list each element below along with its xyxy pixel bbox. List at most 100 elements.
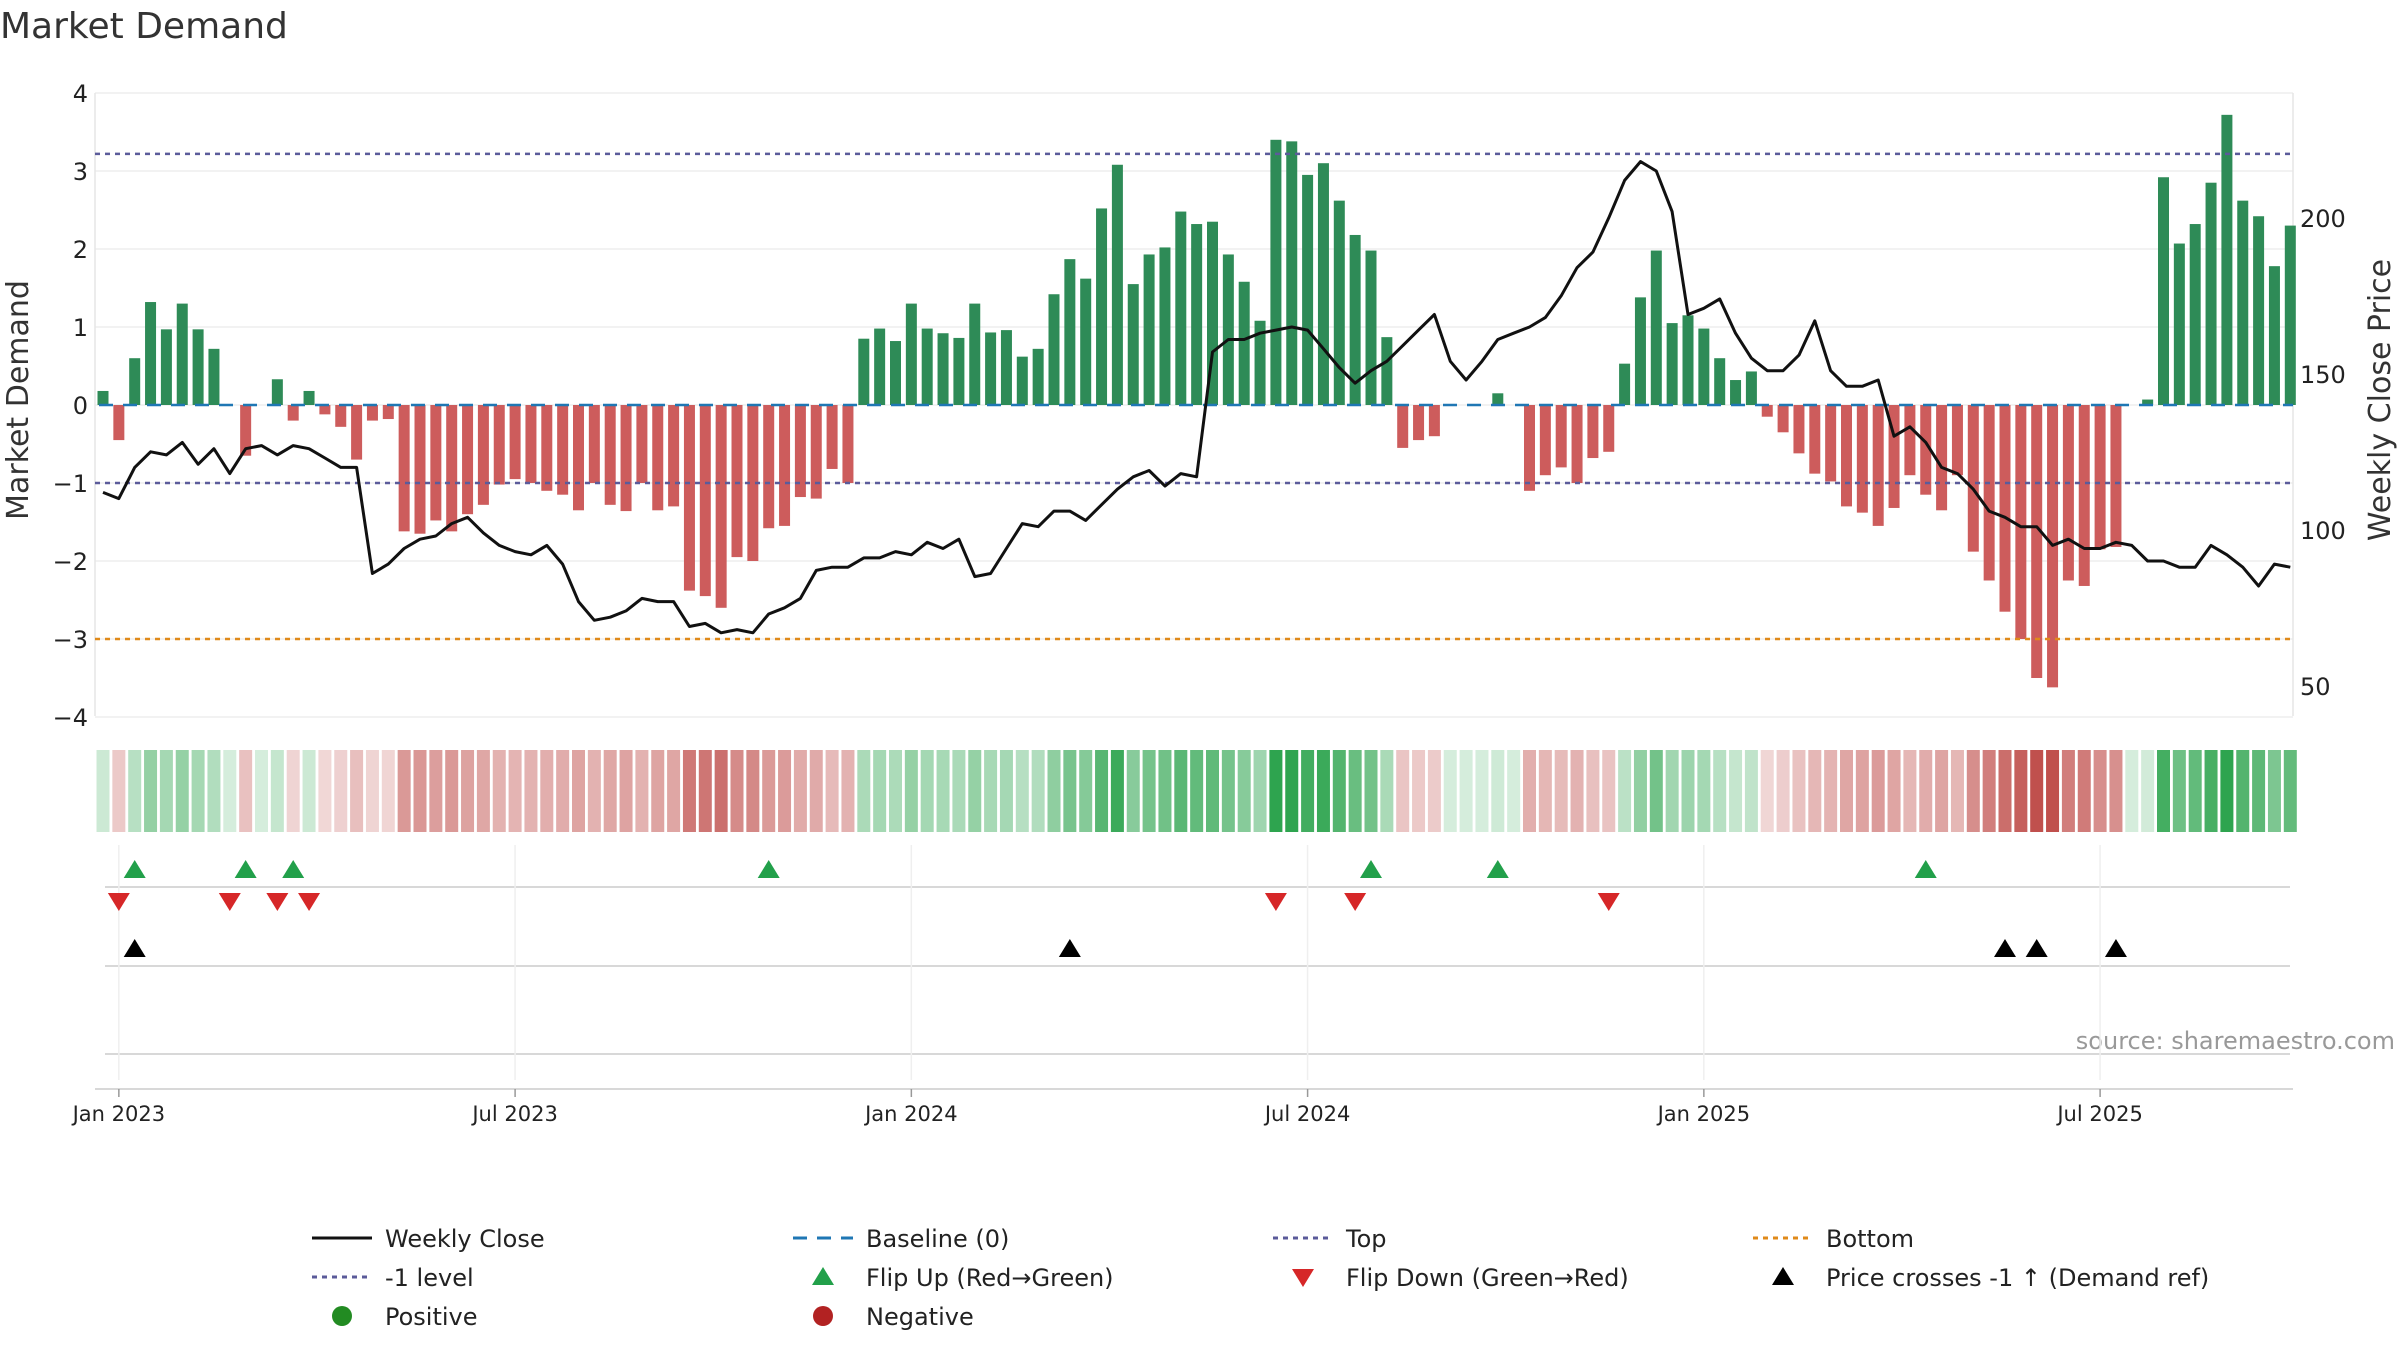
demand-bar: [890, 341, 901, 405]
heat-cell: [1951, 750, 1964, 832]
demand-bar: [953, 338, 964, 405]
heat-cell: [1555, 750, 1568, 832]
price-cross-marker: [1059, 939, 1081, 957]
heat-cell: [2109, 750, 2122, 832]
heat-cell: [1903, 750, 1916, 832]
flip-down-marker: [219, 893, 241, 911]
heat-cell: [1761, 750, 1774, 832]
heat-cell: [810, 750, 823, 832]
heat-cell: [2062, 750, 2075, 832]
demand-bar: [351, 405, 362, 460]
heat-cell: [1095, 750, 1108, 832]
heat-cell: [1317, 750, 1330, 832]
heat-cell: [1143, 750, 1156, 832]
heat-cell: [1682, 750, 1695, 832]
demand-bar: [858, 339, 869, 405]
heat-cell: [2030, 750, 2043, 832]
demand-bar: [2269, 266, 2280, 405]
demand-bar: [1587, 405, 1598, 458]
flip-up-marker: [235, 860, 257, 878]
heat-cell: [1840, 750, 1853, 832]
heat-cell: [857, 750, 870, 832]
demand-bar: [415, 405, 426, 534]
heat-cell: [1919, 750, 1932, 832]
y-tick-label: 4: [73, 80, 88, 108]
demand-bar: [1001, 330, 1012, 405]
heat-cell: [1365, 750, 1378, 832]
demand-bar: [2253, 216, 2264, 405]
demand-bar: [1033, 349, 1044, 405]
heat-cell: [223, 750, 236, 832]
heat-cell: [398, 750, 411, 832]
heat-cell: [2125, 750, 2138, 832]
price-cross-marker: [1994, 939, 2016, 957]
demand-bar: [1286, 141, 1297, 405]
flip-down-marker: [266, 893, 288, 911]
demand-bar: [1175, 212, 1186, 405]
heat-cell: [1000, 750, 1013, 832]
demand-bar: [573, 405, 584, 510]
demand-bar: [1778, 405, 1789, 432]
demand-bar: [827, 405, 838, 469]
heat-cell: [1079, 750, 1092, 832]
flip-up-marker: [124, 860, 146, 878]
heat-cell: [1063, 750, 1076, 832]
heat-cell: [762, 750, 775, 832]
heat-cell: [826, 750, 839, 832]
legend-symbol: [812, 1267, 834, 1285]
demand-bar: [557, 405, 568, 495]
demand-bar: [716, 405, 727, 608]
demand-bar: [1524, 405, 1535, 491]
flip-up-marker: [1487, 860, 1509, 878]
heat-cell: [1158, 750, 1171, 832]
flip-up-marker: [1360, 860, 1382, 878]
y-tick-label: −1: [53, 470, 88, 498]
heat-cell: [2157, 750, 2170, 832]
heat-cell: [540, 750, 553, 832]
heat-cell: [112, 750, 125, 832]
demand-bar: [2063, 405, 2074, 581]
demand-bar: [668, 405, 679, 506]
demand-bar: [1667, 323, 1678, 405]
heat-cell: [1697, 750, 1710, 832]
demand-bar: [1270, 140, 1281, 405]
heat-cell: [160, 750, 173, 832]
heat-cell: [667, 750, 680, 832]
heat-cell: [2252, 750, 2265, 832]
demand-bar: [1128, 284, 1139, 405]
demand-bar: [541, 405, 552, 491]
heat-cell: [1285, 750, 1298, 832]
y-tick-label: −4: [53, 704, 88, 732]
y2-tick-label: 100: [2300, 517, 2346, 545]
demand-bar: [494, 405, 505, 485]
demand-bar: [1904, 405, 1915, 475]
heat-cell: [1349, 750, 1362, 832]
y-tick-label: 2: [73, 236, 88, 264]
demand-bar: [1112, 165, 1123, 405]
heat-cell: [952, 750, 965, 832]
demand-bar: [1302, 175, 1313, 405]
y2-axis-label: Weekly Close Price: [2363, 259, 2398, 541]
demand-bar: [1540, 405, 1551, 475]
heat-cell: [2141, 750, 2154, 832]
demand-bar: [2095, 405, 2106, 549]
demand-bar: [1429, 405, 1440, 436]
heat-cell: [1380, 750, 1393, 832]
heat-cell: [588, 750, 601, 832]
demand-bar: [636, 405, 647, 483]
heat-cell: [1650, 750, 1663, 832]
source-label: source: sharemaestro.com: [2076, 1027, 2395, 1055]
demand-bar: [208, 349, 219, 405]
demand-bar: [335, 405, 346, 427]
demand-bar: [1239, 282, 1250, 405]
legend-label: Baseline (0): [866, 1225, 1009, 1253]
demand-bar: [922, 329, 933, 405]
heat-cell: [1634, 750, 1647, 832]
flip-up-marker: [758, 860, 780, 878]
legend-label: Bottom: [1826, 1225, 1914, 1253]
legend-label: Positive: [385, 1303, 478, 1331]
legend-symbol: [1772, 1267, 1794, 1285]
heat-cell: [620, 750, 633, 832]
demand-bar: [589, 405, 600, 483]
heat-cell: [414, 750, 427, 832]
